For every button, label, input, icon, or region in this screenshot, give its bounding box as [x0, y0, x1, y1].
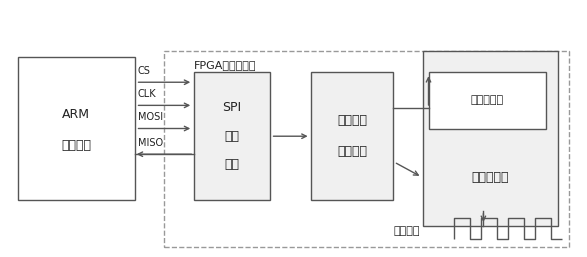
- Text: SPI: SPI: [222, 102, 241, 114]
- Text: 地址计数器: 地址计数器: [471, 95, 504, 105]
- Bar: [18, 57, 135, 200]
- Text: 色轮反馈: 色轮反馈: [394, 226, 420, 236]
- Bar: [423, 51, 558, 226]
- Text: 通用状态机: 通用状态机: [471, 171, 509, 184]
- Text: 模块: 模块: [224, 158, 239, 171]
- Bar: [194, 72, 270, 200]
- Text: MISO: MISO: [138, 138, 163, 148]
- Bar: [429, 72, 546, 128]
- Bar: [164, 51, 569, 247]
- Text: FPGA中驱动电路: FPGA中驱动电路: [194, 60, 256, 70]
- Text: 微控制器: 微控制器: [61, 139, 92, 152]
- Text: MOSI: MOSI: [138, 112, 163, 122]
- Text: CLK: CLK: [138, 89, 157, 99]
- Text: 表存储器: 表存储器: [337, 145, 367, 158]
- Text: ARM: ARM: [62, 108, 90, 121]
- Text: 驱动序列: 驱动序列: [337, 114, 367, 127]
- Text: CS: CS: [138, 66, 151, 76]
- Bar: [311, 72, 393, 200]
- Text: 接口: 接口: [224, 130, 239, 143]
